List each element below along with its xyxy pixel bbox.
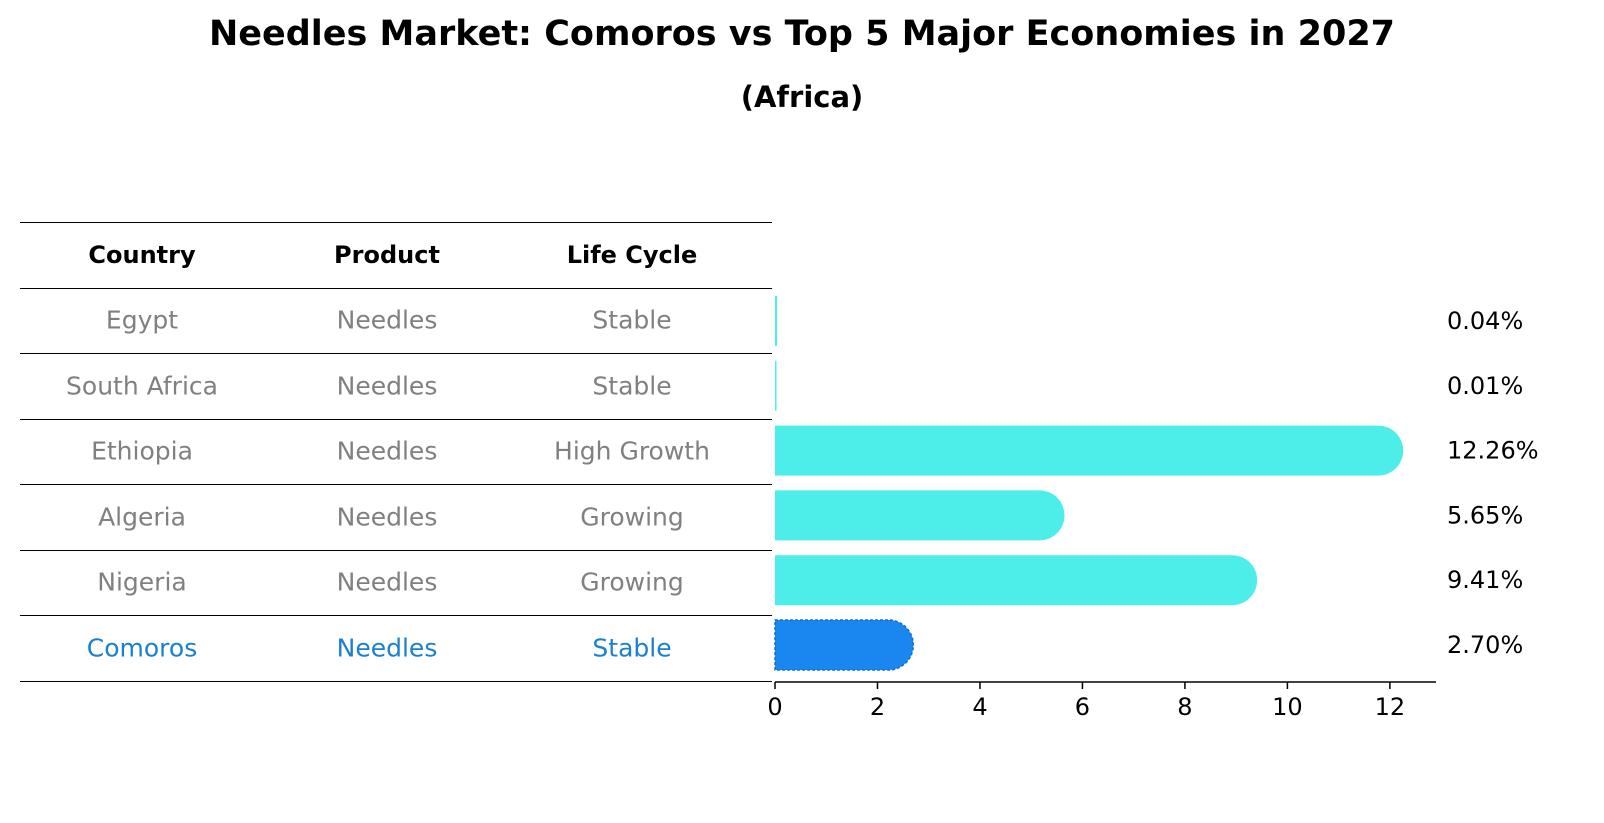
table-cell-country: Nigeria: [97, 567, 187, 597]
value-label: 0.01%: [1447, 372, 1523, 400]
value-label: 2.70%: [1447, 631, 1523, 659]
table-cell-life-cycle: Growing: [580, 502, 684, 532]
table-rule: [20, 222, 772, 223]
value-label: 5.65%: [1447, 501, 1523, 529]
table-cell-life-cycle: Stable: [592, 305, 672, 335]
table-rule: [20, 418, 772, 420]
bar-south-africa: [775, 360, 777, 411]
table-cell-life-cycle: Growing: [580, 567, 684, 597]
table-rule: [20, 680, 772, 682]
table-cell-product: Needles: [336, 633, 438, 663]
bar-ethiopia: [775, 425, 1404, 476]
table-cell-product: Needles: [336, 436, 438, 466]
chart-subtitle: (Africa): [740, 80, 864, 114]
table-rule: [20, 549, 772, 551]
table-cell-country: Ethiopia: [91, 436, 193, 466]
x-tick-label: 0: [767, 693, 782, 721]
table-cell-product: Needles: [336, 502, 438, 532]
table-cell-product: Needles: [336, 567, 438, 597]
table-cell-country: Algeria: [98, 502, 186, 532]
table-cell-life-cycle: High Growth: [554, 436, 710, 466]
table-rule: [20, 353, 772, 354]
table-rule: [20, 287, 772, 289]
table-cell-country: Egypt: [105, 305, 179, 335]
x-tick-label: 2: [870, 693, 885, 721]
value-label: 12.26%: [1447, 437, 1539, 465]
table-header-cell: Country: [88, 240, 196, 269]
x-tick-label: 10: [1272, 693, 1303, 721]
bar-comoros: [774, 619, 915, 671]
x-tick-label: 6: [1075, 693, 1090, 721]
table-cell-product: Needles: [336, 305, 438, 335]
x-tick-label: 4: [972, 693, 987, 721]
chart-title: Needles Market: Comoros vs Top 5 Major E…: [208, 14, 1396, 54]
table-rule: [20, 484, 772, 485]
table-cell-country: Comoros: [86, 633, 198, 663]
value-label: 9.41%: [1447, 566, 1523, 594]
x-tick-label: 12: [1375, 693, 1406, 721]
bar-egypt: [775, 296, 778, 346]
bar-algeria: [775, 490, 1065, 541]
table-cell-product: Needles: [336, 371, 438, 401]
table-header-cell: Life Cycle: [566, 240, 698, 269]
x-tick-label: 8: [1177, 693, 1192, 721]
table-rule: [20, 615, 772, 616]
bar-nigeria: [775, 555, 1258, 606]
table-cell-life-cycle: Stable: [592, 371, 672, 401]
table-header-cell: Product: [334, 240, 440, 269]
table-cell-life-cycle: Stable: [592, 633, 672, 663]
table-cell-country: South Africa: [66, 371, 218, 401]
value-label: 0.04%: [1447, 307, 1523, 335]
